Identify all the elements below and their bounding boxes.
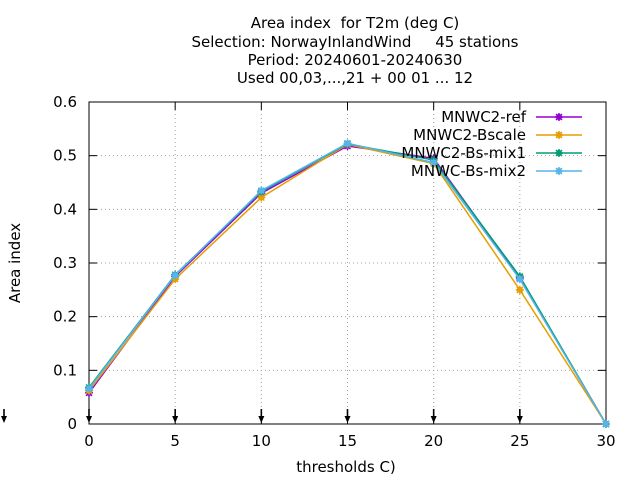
x-tick-label: 0: [84, 432, 94, 450]
legend-marker-dot: [556, 150, 562, 156]
y-tick-label: 0.3: [53, 254, 77, 272]
data-point-dot: [344, 140, 351, 147]
data-point-dot: [258, 194, 265, 201]
legend-label: MNWC-Bs-mix2: [411, 162, 526, 180]
chart-title-line-4: Used 00,03,...,21 + 00 01 ... 12: [236, 69, 474, 87]
legend-marker-dot: [556, 132, 562, 138]
series-group: [85, 139, 610, 428]
data-point-dot: [603, 421, 609, 427]
data-point-dot: [430, 159, 437, 166]
series-MNWC2-ref: [85, 142, 610, 428]
series-MNWC2-Bscale: [85, 140, 610, 428]
x-tick-label: 25: [510, 432, 529, 450]
series-MNWC-Bs-mix2: [85, 139, 610, 428]
zero-marker-head: [86, 416, 92, 423]
legend-label: MNWC2-ref: [441, 108, 526, 126]
data-point-dot: [86, 385, 92, 392]
data-point-dot: [172, 272, 179, 279]
x-tick-label: 15: [338, 432, 357, 450]
data-point-dot: [516, 276, 523, 283]
legend: MNWC2-refMNWC2-BscaleMNWC2-Bs-mix1MNWC-B…: [401, 108, 582, 180]
y-tick-label: 0.6: [53, 93, 77, 111]
legend-marker-dot: [556, 114, 562, 120]
x-tick-label: 10: [252, 432, 271, 450]
series-line: [88, 143, 607, 425]
y-tick-label: 0: [67, 415, 77, 433]
x-axis-label: thresholds C): [296, 458, 396, 476]
grid-lines: [89, 102, 606, 424]
axis-ticks: 0 0.1 0.2 0.3 0.4 0.5 0.6 0 5 10 15 20 25 30: [1, 93, 616, 450]
x-tick-label: 20: [424, 432, 443, 450]
x-tick-label: 30: [596, 432, 615, 450]
y-tick-label: 0.4: [53, 200, 77, 218]
zero-marker-head: [258, 416, 265, 423]
zero-marker-head: [1, 416, 7, 423]
data-point-dot: [258, 187, 265, 194]
chart-title-line-1: Area index for T2m (deg C): [250, 14, 460, 32]
chart-title-line-2: Selection: NorwayInlandWind 45 stations: [191, 33, 519, 51]
zero-marker-head: [344, 416, 351, 423]
zero-marker-head: [430, 416, 437, 423]
chart-title-line-3: Period: 20240601-20240630: [247, 51, 463, 69]
legend-marker-dot: [556, 168, 562, 174]
series-line: [88, 142, 607, 425]
y-tick-label: 0.5: [53, 147, 77, 165]
legend-label: MNWC2-Bscale: [413, 126, 526, 144]
y-tick-label: 0.2: [53, 308, 77, 326]
series-MNWC2-Bs-mix1: [85, 139, 610, 428]
zero-marker-head: [516, 416, 523, 423]
zero-marker-head: [172, 416, 179, 423]
data-point-dot: [516, 286, 523, 293]
y-axis-label: Area index: [6, 223, 24, 303]
legend-label: MNWC2-Bs-mix1: [401, 144, 526, 162]
y-tick-label: 0.1: [53, 361, 77, 379]
x-tick-label: 5: [170, 432, 180, 450]
